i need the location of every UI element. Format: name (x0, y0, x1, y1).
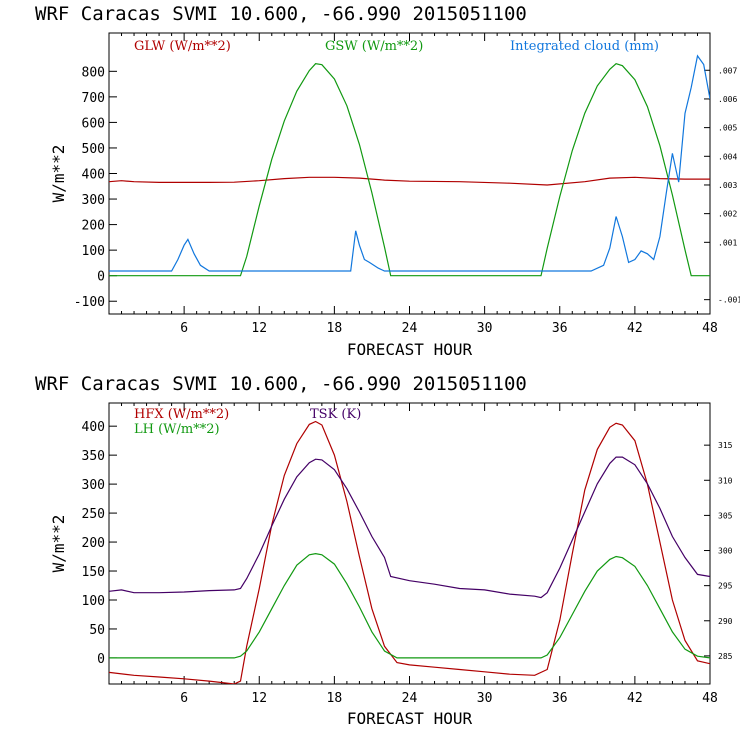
x-tick-label: 12 (251, 691, 267, 706)
x-tick-label: 42 (627, 321, 643, 336)
y2-tick-label: 315 (718, 441, 733, 450)
legend-entry: HFX (W/m**2) (134, 407, 229, 422)
y-tick-label: 400 (82, 420, 105, 435)
y2-tick-label: 285 (718, 652, 733, 661)
plot-frame (108, 402, 711, 685)
y-tick-label: -100 (74, 295, 105, 310)
y2-tick-label: .004 (718, 152, 737, 161)
y2-tick-label: -.001 (718, 296, 740, 305)
x-tick-label: 12 (251, 321, 267, 336)
y-tick-label: 100 (82, 244, 105, 259)
y-tick-label: 350 (82, 449, 105, 464)
series-line-integrated (109, 54, 710, 272)
y-tick-label: 200 (82, 536, 105, 551)
x-axis-label: FORECAST HOUR (347, 340, 473, 359)
y-tick-label: 800 (82, 65, 105, 80)
y-tick-label: 250 (82, 507, 105, 522)
y-axis-label: W/m**2 (49, 515, 68, 573)
y-tick-label: 400 (82, 168, 105, 183)
series-line-hfx (109, 420, 710, 684)
y2-tick-label: 305 (718, 511, 733, 520)
y2-tick-label: 290 (718, 617, 733, 626)
y-tick-label: 0 (97, 652, 105, 667)
x-tick-label: 42 (627, 691, 643, 706)
y2-tick-label: .002 (718, 210, 737, 219)
legend-entry: GLW (W/m**2) (134, 39, 231, 54)
y-tick-label: 100 (82, 594, 105, 609)
y2-tick-label: .006 (718, 95, 737, 104)
legend-entry: LH (W/m**2) (134, 422, 220, 437)
panel-2: WRF Caracas SVMI 10.600, -66.990 2015051… (35, 373, 733, 728)
y2-tick-label: .001 (718, 238, 737, 247)
y-tick-label: 50 (89, 623, 105, 638)
y-tick-label: 0 (97, 270, 105, 285)
chart-title: WRF Caracas SVMI 10.600, -66.990 2015051… (35, 3, 527, 25)
chart-title: WRF Caracas SVMI 10.600, -66.990 2015051… (35, 373, 527, 395)
y2-tick-label: .005 (718, 124, 737, 133)
x-tick-label: 6 (180, 691, 188, 706)
x-tick-label: 48 (702, 691, 718, 706)
series-line-gsw (109, 63, 710, 277)
plot-frame (108, 32, 711, 315)
x-tick-label: 18 (327, 321, 343, 336)
y2-tick-label: 310 (718, 476, 733, 485)
y2-tick-label: 300 (718, 547, 733, 556)
series-line-lh (109, 552, 710, 659)
x-tick-label: 6 (180, 321, 188, 336)
y-axis-label: W/m**2 (49, 145, 68, 203)
legend-entry: GSW (W/m**2) (325, 39, 423, 54)
y2-tick-label: .003 (718, 181, 737, 190)
x-tick-label: 30 (477, 691, 493, 706)
x-tick-label: 18 (327, 691, 343, 706)
y-tick-label: 500 (82, 142, 105, 157)
x-axis-label: FORECAST HOUR (347, 709, 473, 728)
x-tick-label: 36 (552, 321, 568, 336)
x-tick-label: 30 (477, 321, 493, 336)
x-tick-label: 24 (402, 691, 418, 706)
series-line-tsk (109, 456, 710, 599)
legend-entry: Integrated cloud (mm) (510, 39, 659, 54)
y2-tick-label: .007 (718, 66, 737, 75)
y2-tick-label: 295 (718, 582, 733, 591)
y-tick-label: 300 (82, 193, 105, 208)
x-tick-label: 48 (702, 321, 718, 336)
series-line-glw (109, 176, 710, 186)
y-tick-label: 700 (82, 91, 105, 106)
y-tick-label: 200 (82, 219, 105, 234)
y-tick-label: 300 (82, 478, 105, 493)
y-tick-label: 600 (82, 116, 105, 131)
y-tick-label: 150 (82, 565, 105, 580)
x-tick-label: 24 (402, 321, 418, 336)
x-tick-label: 36 (552, 691, 568, 706)
panel-1: WRF Caracas SVMI 10.600, -66.990 2015051… (35, 3, 740, 359)
legend-entry: TSK (K) (310, 407, 361, 422)
